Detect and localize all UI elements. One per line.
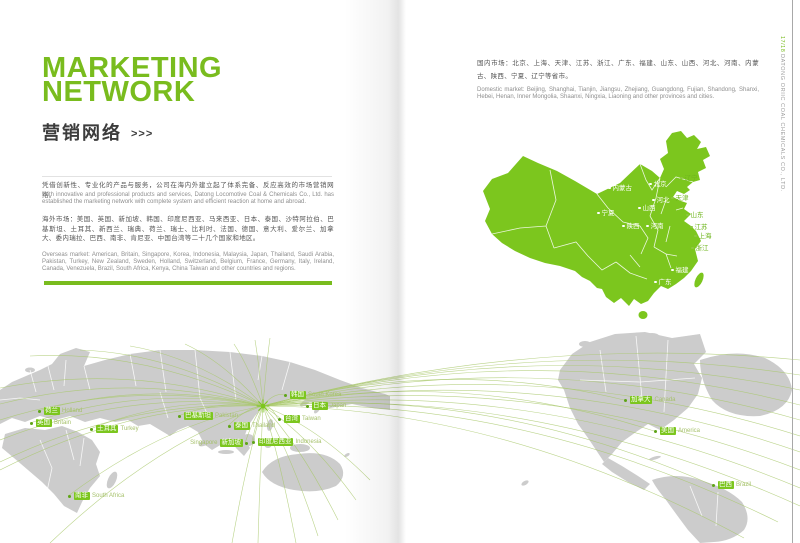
intro-paragraph-cn: 凭借创新性、专业化的产品与服务，公司在海内外建立起了体系完备、反应高效的市场营销…	[42, 182, 334, 199]
network-line	[37, 393, 264, 412]
island-madagascar	[106, 471, 118, 489]
network-line	[262, 399, 800, 489]
network-line	[0, 394, 264, 421]
network-line	[0, 405, 264, 463]
network-line	[262, 337, 271, 407]
network-line	[129, 345, 264, 407]
network-line	[257, 405, 264, 543]
network-line	[0, 378, 264, 407]
island-new-guinea	[290, 444, 310, 452]
continent-africa	[2, 426, 100, 513]
network-line	[233, 343, 264, 407]
china-province-borders	[491, 163, 694, 280]
network-line	[262, 377, 800, 421]
overseas-paragraph-en: Overseas market: American, Britain, Sing…	[42, 252, 334, 272]
page-fold-shadow	[344, 0, 406, 543]
page-subtitle-cn: 营销网络	[42, 123, 122, 143]
network-line	[254, 339, 264, 407]
network-line	[262, 405, 319, 537]
network-line	[29, 355, 264, 407]
island-arctic-3	[645, 333, 659, 339]
page-title-line1: MARKETING	[42, 52, 223, 84]
network-line	[184, 343, 264, 407]
hub-star	[256, 399, 270, 413]
page-subtitle: 营销网络 >>>	[42, 119, 153, 145]
island-arctic-1	[579, 341, 591, 347]
island-hainan	[638, 311, 648, 319]
green-accent-bar	[44, 281, 332, 285]
continent-eurasia	[0, 348, 390, 456]
network-line	[0, 405, 264, 471]
network-line	[262, 384, 800, 437]
domestic-paragraph-cn: 国内市场：北京、上海、天津、江苏、浙江、广东、福建、山东、山西、河北、河南、内蒙…	[477, 60, 759, 80]
island-cuba	[649, 455, 661, 461]
network-line	[262, 405, 339, 521]
network-line	[79, 349, 264, 407]
overseas-paragraph-cn: 海外市场：美国、英国、新加坡、韩国、印度尼西亚、马来西亚、日本、泰国、沙特阿拉伯…	[42, 216, 334, 242]
sidebar-company-name: DATONG ORIIC COAL CHEMICALS CO., LTD.	[779, 54, 785, 192]
network-line	[231, 405, 264, 543]
island-borneo	[241, 434, 255, 446]
network-line	[262, 389, 800, 453]
island-nz-2	[521, 480, 529, 486]
island-japan-2	[314, 406, 320, 414]
domestic-block: 国内市场：北京、上海、天津、江苏、浙江、广东、福建、山东、山西、河北、河南、内蒙…	[477, 57, 759, 101]
page-title-line2: NETWORK	[42, 76, 196, 108]
network-line	[262, 365, 800, 407]
network-line	[262, 405, 745, 539]
network-line	[262, 402, 800, 507]
network-line	[262, 404, 779, 523]
network-lines	[0, 337, 800, 543]
hub-dot	[260, 403, 266, 409]
network-line	[67, 405, 264, 497]
china-mainland	[483, 131, 710, 306]
network-line	[0, 387, 264, 407]
continent-north-america	[558, 332, 706, 462]
intro-paragraph-en: With innovative and professional product…	[42, 192, 334, 205]
network-line	[262, 405, 357, 501]
island-sumatra	[198, 437, 214, 447]
page-title: MARKETING NETWORK	[42, 52, 223, 108]
continent-australia	[262, 453, 344, 492]
network-line	[49, 405, 264, 543]
domestic-paragraph-en: Domestic market: Beijing, Shanghai, Tian…	[477, 87, 759, 100]
network-line	[262, 405, 297, 543]
arrows-decoration: >>>	[131, 128, 154, 140]
continent-central-america	[602, 458, 650, 490]
page-number-marker: 17/18	[779, 36, 785, 53]
network-line	[262, 395, 800, 471]
network-line	[262, 391, 655, 432]
network-line	[262, 405, 371, 481]
divider-line	[42, 176, 332, 177]
island-java	[218, 450, 234, 454]
network-line	[0, 401, 264, 441]
page-edge-line	[792, 0, 793, 543]
island-nz-1	[344, 453, 350, 457]
island-taiwan	[694, 272, 704, 288]
island-sulawesi	[264, 440, 272, 448]
china-map	[483, 131, 710, 319]
island-arctic-2	[611, 335, 625, 341]
island-greenland	[700, 353, 792, 417]
network-line	[262, 370, 800, 407]
